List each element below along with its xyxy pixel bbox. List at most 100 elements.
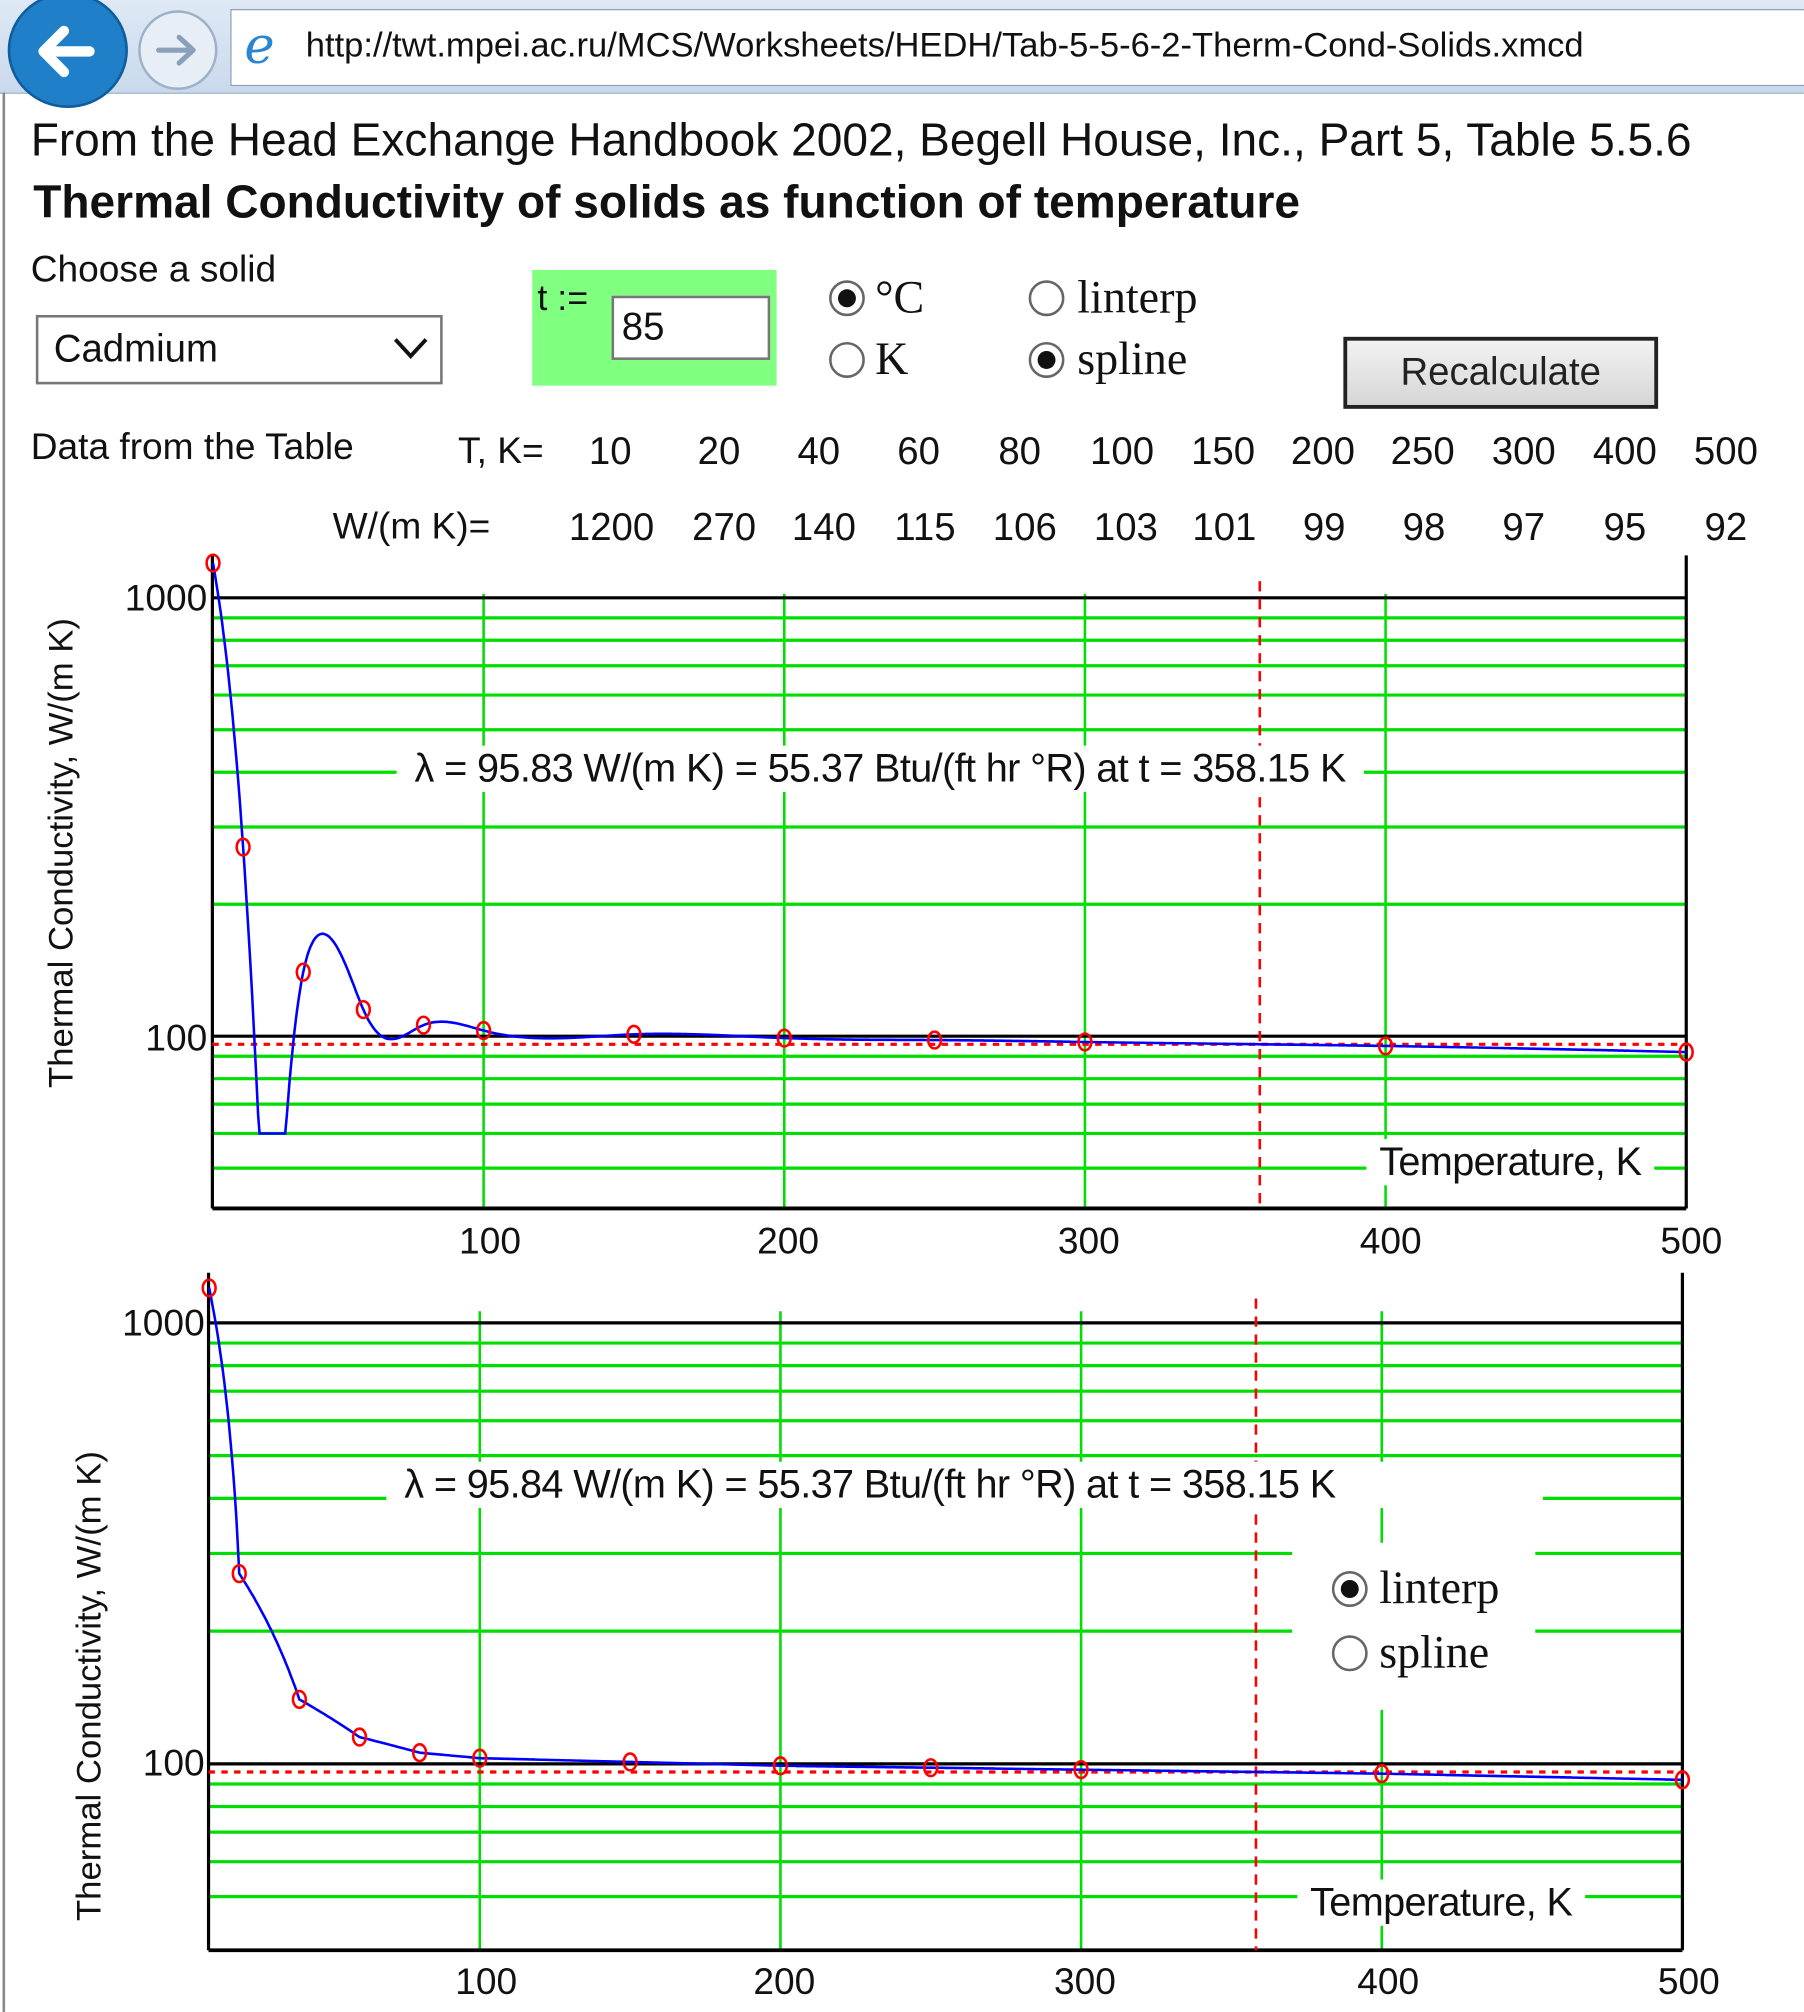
table-cell-T: 300 xyxy=(1491,430,1556,474)
temperature-input[interactable]: 85 xyxy=(611,295,771,360)
forward-button[interactable] xyxy=(138,10,218,90)
chart2-xtick: 400 xyxy=(1357,1961,1420,2003)
table-cell-T: 10 xyxy=(588,430,632,474)
data-point xyxy=(351,1727,368,1747)
chevron-down-icon xyxy=(393,338,428,359)
chart2-result: λ = 95.84 W/(m K) = 55.37 Btu/(ft hr °R)… xyxy=(386,1461,1543,1509)
table-cell-k: 103 xyxy=(1093,506,1158,549)
data-point xyxy=(1374,1764,1390,1784)
data-point xyxy=(231,1563,247,1584)
table-cell-k: 270 xyxy=(692,506,757,549)
radio-linterp-label: linterp xyxy=(1077,271,1198,323)
table-cell-k: 101 xyxy=(1192,506,1257,549)
data-point xyxy=(291,1689,308,1710)
browser-toolbar: e http://twt.mpei.ac.ru/MCS/Worksheets/H… xyxy=(0,0,1804,108)
table-cell-T: 400 xyxy=(1592,430,1657,474)
data-point xyxy=(415,1015,432,1035)
page-title: Thermal Conductivity of solids as functi… xyxy=(33,174,1301,228)
arrow-left-icon xyxy=(38,25,95,78)
radio-kelvin[interactable] xyxy=(829,341,865,378)
data-point xyxy=(1077,1032,1093,1052)
data-point xyxy=(622,1752,638,1772)
curve xyxy=(207,1287,1683,1782)
data-point xyxy=(205,553,221,573)
solid-select-value: Cadmium xyxy=(53,327,218,371)
chart2-radio-spline[interactable] xyxy=(1331,1635,1368,1672)
data-point xyxy=(776,1028,792,1048)
back-button[interactable] xyxy=(7,0,128,108)
table-cell-k: 92 xyxy=(1704,506,1748,549)
data-point xyxy=(411,1743,428,1763)
radio-celsius-label: °C xyxy=(875,271,925,323)
chart2-method-box xyxy=(1292,1542,1536,1710)
data-point xyxy=(1073,1760,1089,1780)
data-point xyxy=(472,1748,488,1768)
table-cell-T: 250 xyxy=(1390,430,1455,474)
table-cell-k: 115 xyxy=(894,506,956,549)
url-text[interactable]: http://twt.mpei.ac.ru/MCS/Worksheets/HED… xyxy=(305,25,1584,65)
source-text: From the Head Exchange Handbook 2002, Be… xyxy=(30,113,1692,166)
chart2-ytick-1000: 1000 xyxy=(122,1303,205,1345)
chart1-result: λ = 95.83 W/(m K) = 55.37 Btu/(ft hr °R)… xyxy=(396,745,1364,792)
chart1-ytick-1000: 1000 xyxy=(124,578,208,620)
table-cell-T: 20 xyxy=(697,430,741,474)
radio-linterp[interactable] xyxy=(1028,280,1065,317)
chart1-ylabel: Thermal Conductivity, W/(m K) xyxy=(41,618,80,1088)
table-cell-k: 140 xyxy=(791,506,856,549)
table-cell-T: 80 xyxy=(998,430,1042,474)
table-cell-T: 100 xyxy=(1090,430,1155,474)
chart2-radio-linterp-label: linterp xyxy=(1379,1562,1500,1614)
radio-celsius[interactable] xyxy=(829,280,865,317)
radio-kelvin-label: K xyxy=(875,332,909,385)
chart1-xlabel: Temperature, K xyxy=(1366,1139,1655,1186)
data-point xyxy=(235,837,251,857)
table-cell-k: 106 xyxy=(992,506,1057,549)
table-cell-k: 1200 xyxy=(568,506,655,549)
address-bar[interactable]: e http://twt.mpei.ac.ru/MCS/Worksheets/H… xyxy=(230,8,1804,87)
radio-spline[interactable] xyxy=(1028,341,1065,378)
recalculate-button[interactable]: Recalculate xyxy=(1343,336,1659,409)
chart2-xtick: 200 xyxy=(753,1961,816,2003)
curve xyxy=(211,562,1687,1135)
internet-explorer-icon: e xyxy=(244,16,275,76)
chart1-ytick-100: 100 xyxy=(145,1018,208,1060)
data-point xyxy=(626,1024,642,1044)
data-point xyxy=(475,1020,492,1041)
data-point xyxy=(926,1030,943,1050)
chart2-radio-spline-label: spline xyxy=(1379,1626,1490,1678)
data-point xyxy=(923,1758,939,1778)
table-cell-T: 500 xyxy=(1693,430,1758,474)
table-cell-k: 99 xyxy=(1302,506,1346,549)
temperature-input-region: t := 85 xyxy=(532,269,777,386)
chart1-xtick: 500 xyxy=(1660,1221,1723,1263)
page-frame xyxy=(2,92,1804,2012)
data-point xyxy=(1678,1042,1694,1062)
chart2-xlabel: Temperature, K xyxy=(1297,1879,1586,1926)
table-cell-k: 95 xyxy=(1603,506,1647,549)
radio-spline-label: spline xyxy=(1077,332,1188,385)
chart1-xtick: 100 xyxy=(459,1221,521,1263)
data-point xyxy=(772,1756,789,1776)
choose-solid-label: Choose a solid xyxy=(30,249,277,291)
data-point xyxy=(295,962,311,982)
data-point xyxy=(355,999,372,1020)
chart2-radio-linterp[interactable] xyxy=(1331,1571,1368,1607)
chart2-xtick: 300 xyxy=(1053,1961,1116,2003)
table-cell-T: 40 xyxy=(797,430,841,474)
chart1-xtick: 400 xyxy=(1359,1221,1422,1263)
data-point xyxy=(1377,1036,1394,1056)
chart2-ylabel: Thermal Conductivity, W/(m K) xyxy=(69,1451,109,1922)
k-row-header: W/(m K)= xyxy=(332,506,491,548)
chart1-xtick: 300 xyxy=(1057,1221,1120,1263)
table-label: Data from the Table xyxy=(30,426,354,468)
chart2-xtick: 500 xyxy=(1657,1961,1720,2003)
t-row-header: T, K= xyxy=(458,430,544,472)
table-cell-T: 200 xyxy=(1290,430,1355,474)
chart1-xtick: 200 xyxy=(757,1221,820,1263)
chart2-xtick: 100 xyxy=(455,1961,518,2003)
t-label: t := xyxy=(537,277,589,318)
solid-select[interactable]: Cadmium xyxy=(35,314,443,385)
